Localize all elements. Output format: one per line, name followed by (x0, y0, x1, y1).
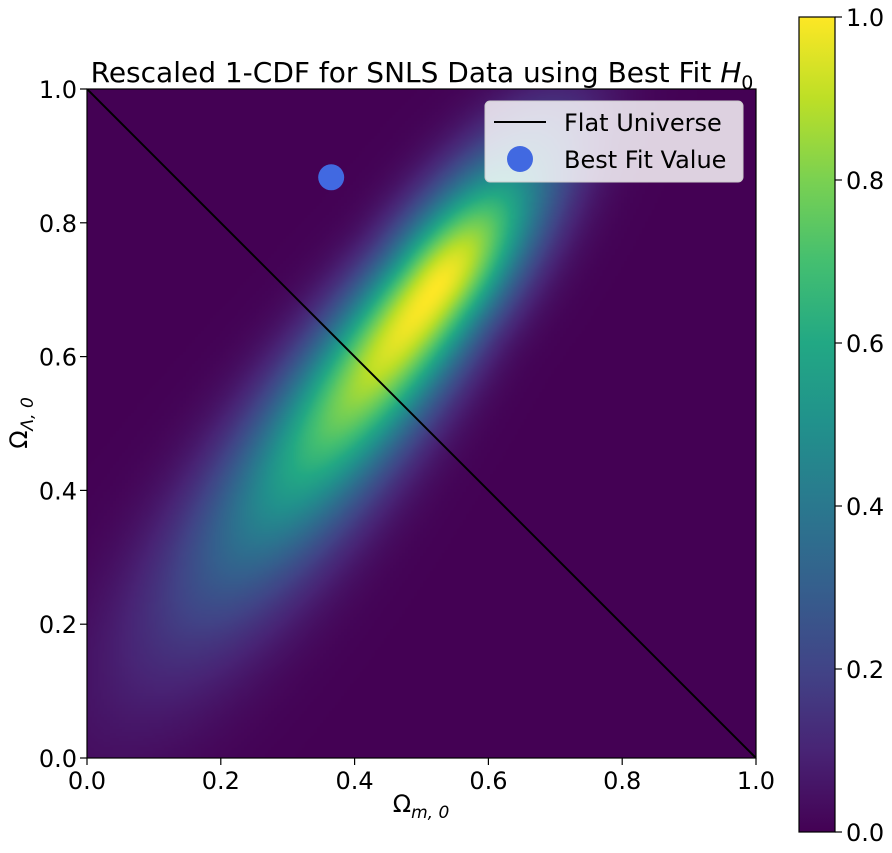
y-tick-label: 0.8 (39, 210, 77, 238)
flat-universe-line (87, 89, 756, 758)
x-axis-label: Ωm, 0 (393, 790, 450, 823)
colorbar-tick-label: 0.6 (846, 330, 884, 358)
x-tick-label: 0.8 (603, 767, 641, 795)
y-axis-ticks: 0.0 0.2 0.4 0.6 0.8 1.0 (39, 76, 87, 773)
legend-entry-best-fit: Best Fit Value (564, 146, 726, 174)
x-tick-label: 0.2 (202, 767, 240, 795)
colorbar-ticks: 0.0 0.2 0.4 0.6 0.8 1.0 (835, 4, 884, 847)
plot-area (86, 88, 757, 759)
colorbar-tick-label: 0.0 (846, 819, 884, 847)
legend-point-swatch (507, 146, 533, 172)
x-tick-label: 0.4 (336, 767, 374, 795)
colorbar-tick-label: 0.4 (846, 493, 884, 521)
legend-entry-flat-universe: Flat Universe (564, 109, 722, 137)
x-axis-ticks: 0.0 0.2 0.4 0.6 0.8 1.0 (68, 758, 775, 795)
y-axis-label: ΩΛ, 0 (5, 397, 38, 449)
colorbar-tick-label: 1.0 (846, 4, 884, 32)
colorbar-gradient (798, 16, 836, 833)
y-tick-label: 1.0 (39, 76, 77, 104)
plot-frame (86, 88, 757, 759)
y-tick-label: 0.6 (39, 344, 77, 372)
x-tick-label: 0.0 (68, 767, 106, 795)
y-tick-label: 0.4 (39, 477, 77, 505)
chart-title: Rescaled 1-CDF for SNLS Data using Best … (91, 56, 754, 94)
legend: Flat Universe Best Fit Value (484, 100, 744, 183)
legend-box (484, 100, 744, 183)
colorbar-tick-label: 0.2 (846, 656, 884, 684)
colorbar-tick-label: 0.8 (846, 167, 884, 195)
y-tick-label: 0.2 (39, 611, 77, 639)
x-tick-label: 1.0 (737, 767, 775, 795)
colorbar: 0.0 0.2 0.4 0.6 0.8 1.0 (798, 4, 884, 847)
y-tick-label: 0.0 (39, 745, 77, 773)
best-fit-point (318, 164, 345, 191)
x-tick-label: 0.6 (469, 767, 507, 795)
